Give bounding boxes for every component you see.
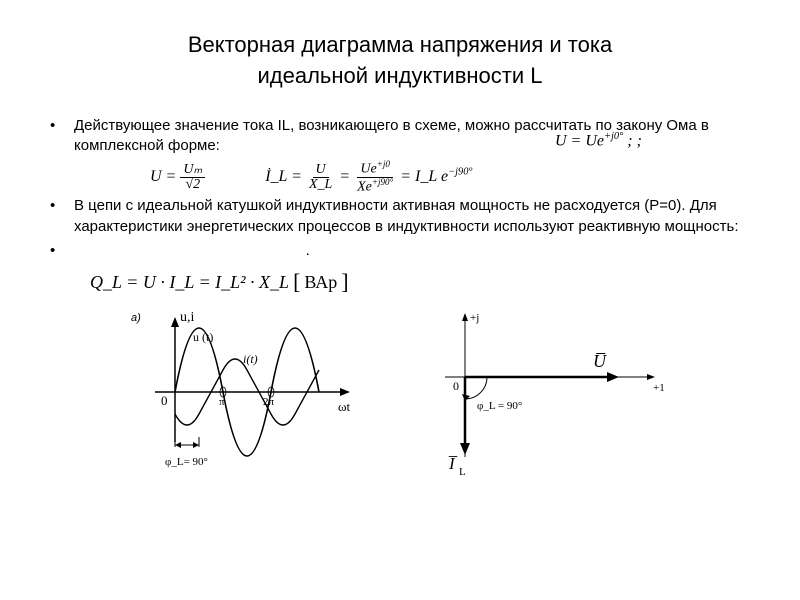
formula-u-rms: U = Uₘ√2	[150, 163, 205, 192]
formula-row-main: U = Uₘ√2 İ_L = UX_L = Ue+j0 Xe+j90° = I_…	[150, 160, 750, 194]
waveform-diagram: а) u,i 0 ωt u (t) i(t) π 2π φ_L= 90°	[125, 307, 365, 482]
formula-q-unit: ВАр	[304, 270, 337, 294]
j-axis-arrow	[462, 313, 468, 321]
formula-u-rms-num: Uₘ	[180, 163, 205, 178]
ylabel: u,i	[180, 310, 195, 325]
tick-pi: π	[219, 396, 225, 408]
formula-il-rhs-sup: −j90°	[448, 167, 472, 178]
x-axis-arrow	[340, 388, 350, 396]
formula-il-f2-den-sup: +j90°	[372, 177, 393, 187]
formula-il-f2-den: Xe	[357, 179, 372, 194]
formula-semicolons: ; ;	[627, 132, 642, 149]
bullet-2: • В цепи с идеальной катушкой индуктивно…	[50, 196, 750, 237]
formula-q-lhs: Q_L = U · I_L = I_L² · X_L	[90, 270, 289, 294]
bullet-1-text: Действующее значение тока IL, возникающе…	[74, 116, 750, 157]
bullet-mark: •	[50, 196, 74, 237]
vector-i-sub: L	[459, 466, 466, 478]
curve-u-label: u (t)	[193, 330, 213, 344]
phase-arrow-r	[193, 442, 199, 448]
formula-u-complex-exp: +j0°	[604, 131, 623, 142]
vector-diagram: +j +1 0 U̅ I̅ L φ_L = 90°	[415, 307, 675, 482]
formula-q: Q_L = U · I_L = I_L² · X_L [ВАр]	[90, 267, 750, 297]
curve-i-label: i(t)	[243, 352, 258, 366]
phase-arrow-l	[175, 442, 181, 448]
bracket-close: ]	[341, 267, 348, 297]
formula-il-eq1: =	[339, 168, 350, 185]
vector-i-arrow	[460, 443, 470, 455]
origin-label-v: 0	[453, 379, 459, 393]
bullet-list: • Действующее значение тока IL, возникаю…	[50, 116, 750, 297]
vector-i-label: I̅	[448, 454, 458, 473]
label-a: а)	[131, 312, 141, 324]
formula-u-complex: U = Ue+j0° ; ;	[555, 130, 642, 152]
tick-2pi: 2π	[263, 396, 275, 408]
bullet-3: • x .	[50, 241, 750, 261]
formula-u-rms-den: √2	[182, 178, 203, 192]
formula-il-f1-den: X_L	[306, 178, 335, 192]
formula-il-lhs: İ_L =	[265, 168, 302, 185]
formula-u-rms-lhs: U =	[150, 168, 176, 185]
origin-label: 0	[161, 393, 168, 408]
bullet-mark: •	[50, 116, 74, 157]
formula-il-f1-num: U	[313, 163, 329, 178]
formula-il: İ_L = UX_L = Ue+j0 Xe+j90° = I_L e−j90°	[265, 160, 472, 194]
angle-label: φ_L = 90°	[477, 400, 522, 412]
formula-u-complex-base: U = Ue	[555, 132, 604, 149]
diagrams-row: а) u,i 0 ωt u (t) i(t) π 2π φ_L= 90° +j	[50, 307, 750, 482]
real-axis-arrow	[647, 374, 655, 380]
bullet-3-dot: .	[306, 242, 310, 259]
real-axis-label: +1	[653, 382, 665, 394]
bullet-2-text: В цепи с идеальной катушкой индуктивност…	[74, 196, 750, 237]
bullet-mark: •	[50, 241, 74, 261]
bullet-3-text: x .	[74, 241, 750, 261]
bullet-1: • Действующее значение тока IL, возникаю…	[50, 116, 750, 157]
formula-il-f2-num: Ue	[360, 162, 376, 177]
phase-label: φ_L= 90°	[165, 456, 208, 468]
xlabel: ωt	[338, 399, 351, 414]
page-title: Векторная диаграмма напряжения и тока ид…	[50, 30, 750, 92]
formula-il-f2-num-sup: +j0	[377, 159, 390, 169]
j-axis-label: +j	[470, 312, 479, 324]
title-line-1: Векторная диаграмма напряжения и тока	[188, 32, 612, 57]
vector-u-arrow	[607, 372, 619, 382]
title-line-2: идеальной индуктивности L	[258, 63, 543, 88]
y-axis-arrow	[171, 317, 179, 327]
vector-u-label: U̅	[593, 351, 607, 371]
bracket-open: [	[293, 267, 300, 297]
angle-arc-arrow	[462, 394, 470, 401]
formula-il-rhs: = I_L e	[400, 168, 448, 185]
